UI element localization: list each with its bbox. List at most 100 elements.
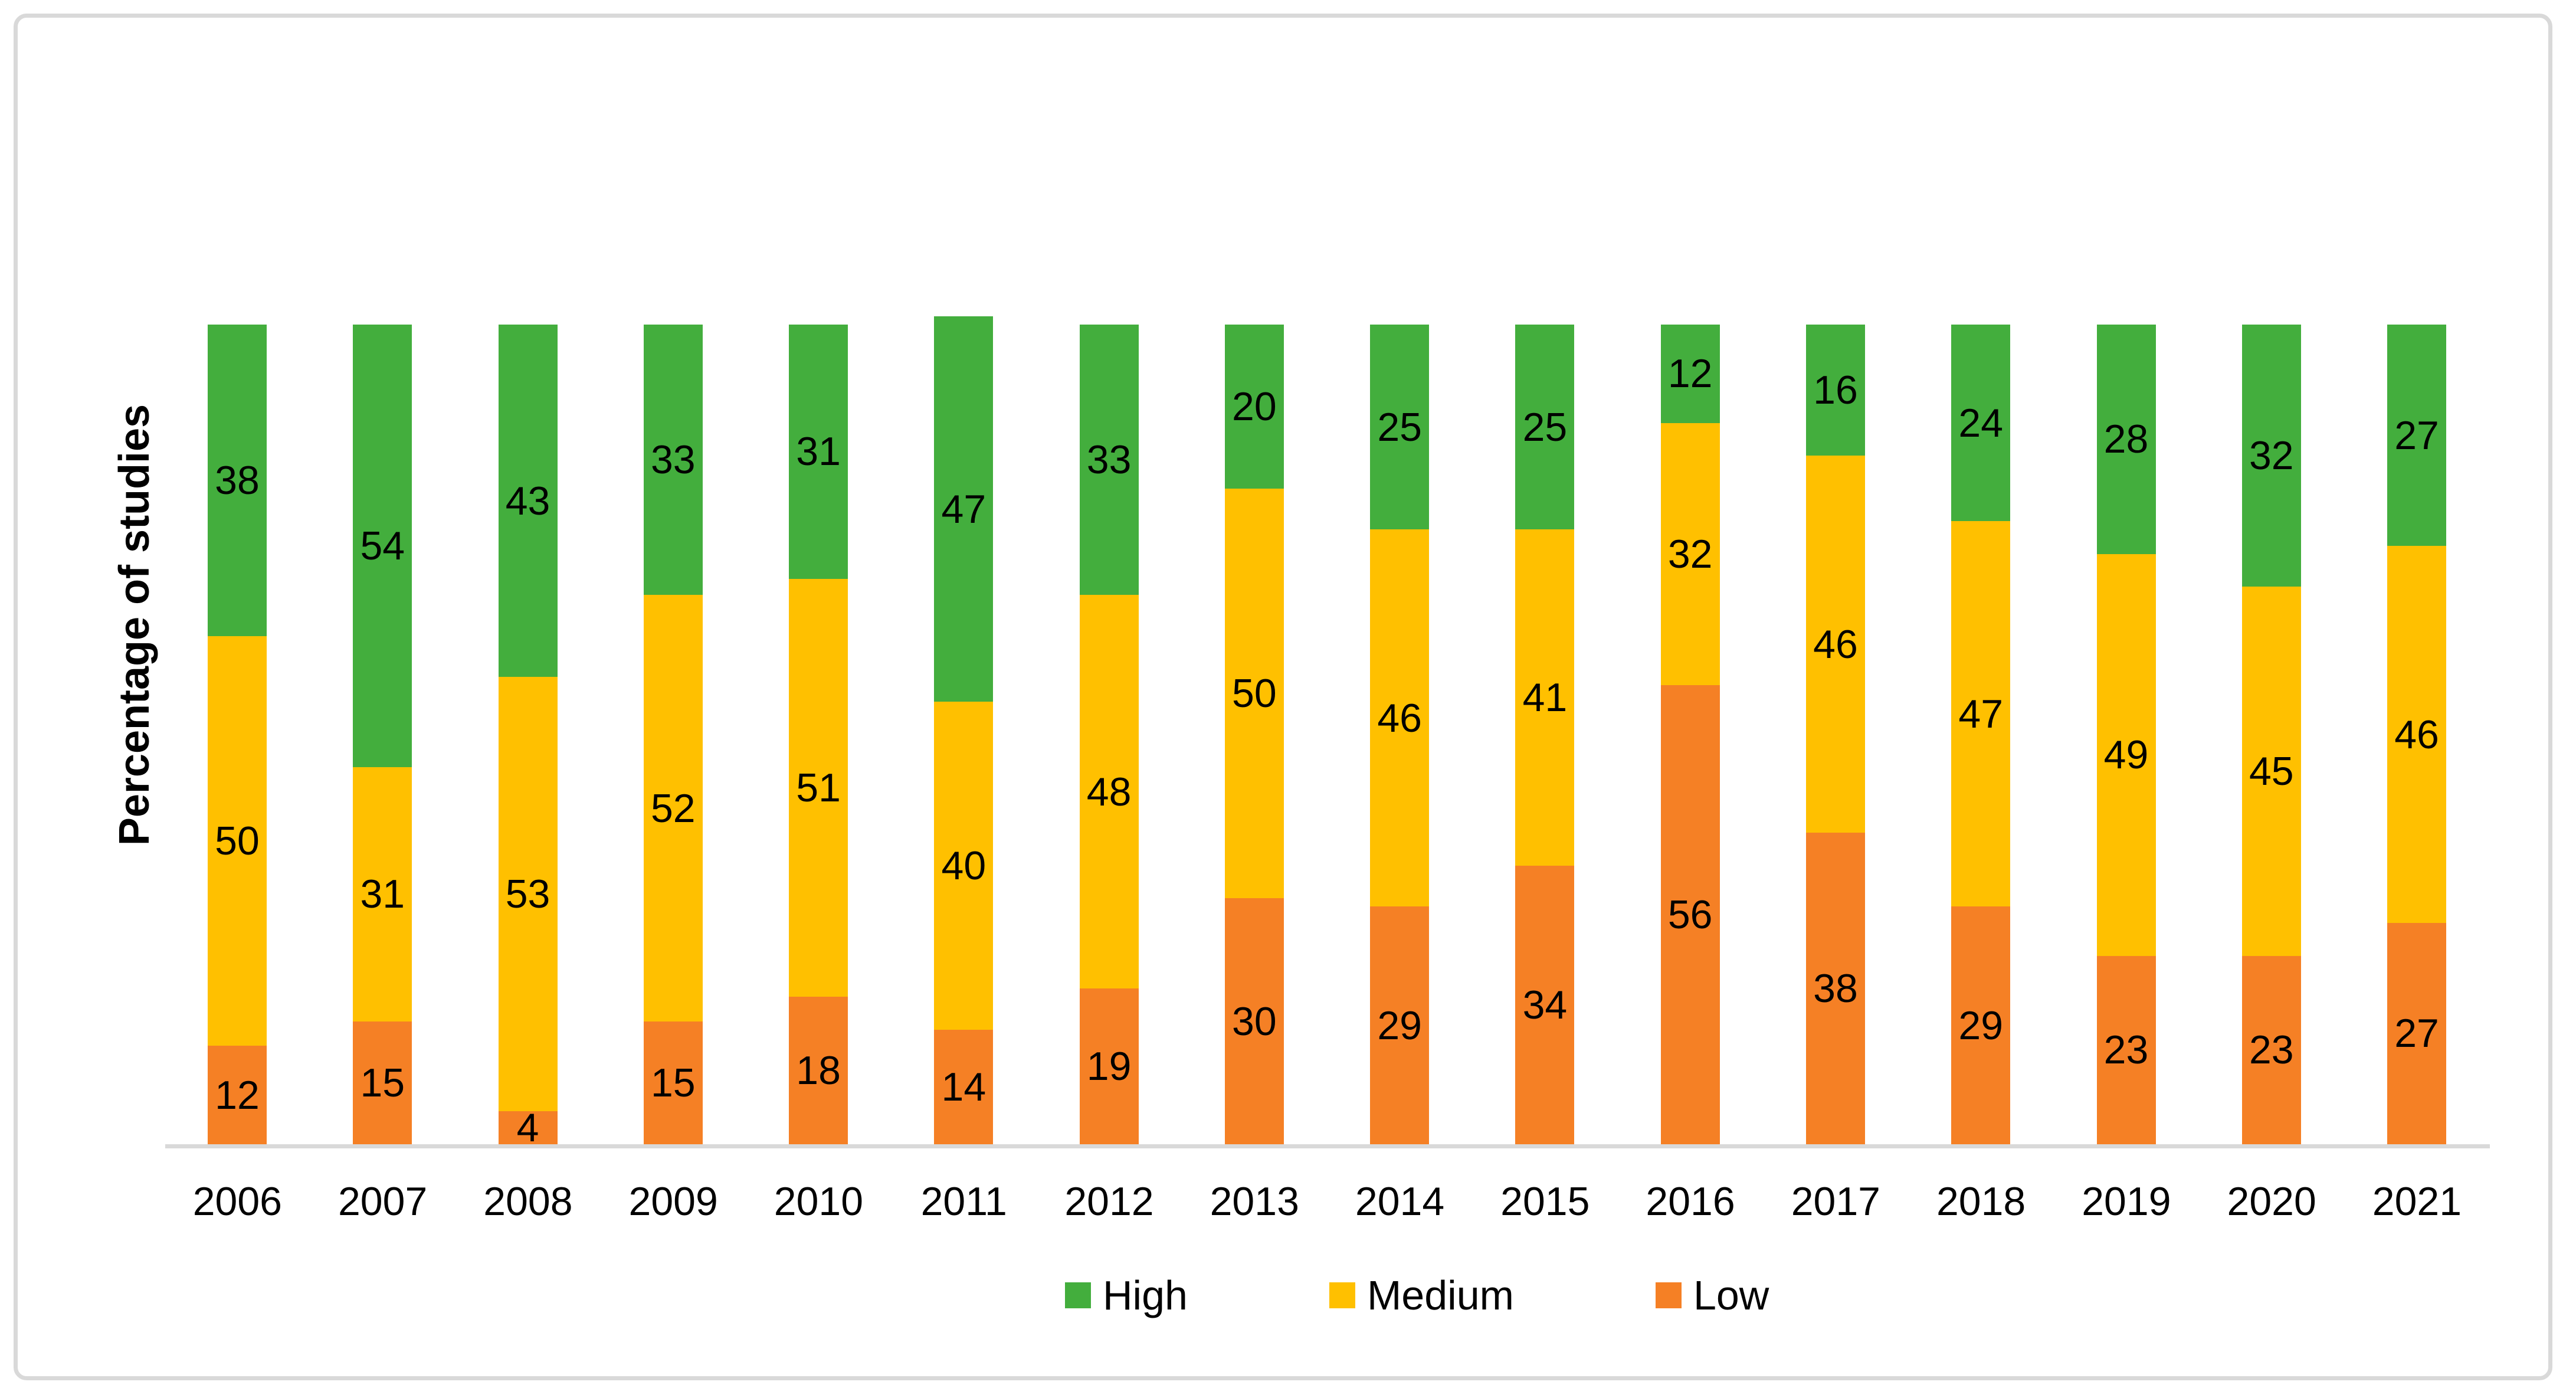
data-label-medium-2011: 40 — [941, 843, 987, 888]
legend-item-high: High — [1065, 1275, 1188, 1316]
x-axis-label-2015: 2015 — [1500, 1179, 1590, 1224]
bar-2007: 15 31 54 — [353, 325, 412, 1144]
data-label-high-2008: 43 — [505, 478, 550, 523]
bar-segment-high-2012: 33 — [1079, 325, 1139, 595]
bar-segment-high-2019: 28 — [2096, 325, 2156, 554]
bar-2014: 29 46 25 — [1370, 325, 1430, 1144]
bar-segment-medium-2017: 46 — [1805, 456, 1865, 833]
bar-segment-medium-2007: 31 — [353, 767, 412, 1022]
data-label-high-2010: 31 — [796, 429, 841, 474]
data-label-medium-2009: 52 — [650, 785, 696, 831]
bar-2008: 4 53 43 — [498, 325, 558, 1148]
bar-segment-high-2009: 33 — [643, 325, 703, 595]
bar-segment-low-2020: 23 — [2241, 955, 2301, 1144]
x-axis-label-2011: 2011 — [920, 1179, 1007, 1224]
x-axis-label-2019: 2019 — [2082, 1179, 2171, 1224]
data-label-medium-2008: 53 — [505, 872, 550, 917]
data-label-medium-2012: 48 — [1086, 769, 1132, 814]
bar-segment-low-2017: 38 — [1805, 833, 1865, 1144]
bar-segment-medium-2013: 50 — [1224, 488, 1284, 899]
x-axis-label-2008: 2008 — [483, 1179, 573, 1224]
bar-segment-medium-2014: 46 — [1370, 529, 1430, 907]
x-axis-label-2009: 2009 — [628, 1179, 718, 1224]
bar-segment-low-2011: 14 — [934, 1029, 994, 1144]
data-label-medium-2016: 32 — [1667, 531, 1713, 577]
data-label-low-2017: 38 — [1813, 966, 1858, 1011]
x-axis-label-2016: 2016 — [1646, 1179, 1735, 1224]
bar-segment-low-2010: 18 — [789, 996, 848, 1144]
data-label-medium-2010: 51 — [796, 765, 841, 810]
bar-segment-low-2018: 29 — [1951, 906, 2011, 1144]
x-axis-label-2014: 2014 — [1355, 1179, 1445, 1224]
bar-2012: 19 48 33 — [1079, 325, 1139, 1144]
bar-segment-low-2014: 29 — [1370, 906, 1430, 1144]
data-label-low-2013: 30 — [1232, 998, 1277, 1044]
data-label-high-2014: 25 — [1377, 404, 1422, 450]
data-label-high-2015: 25 — [1522, 404, 1568, 450]
bar-2015: 34 41 25 — [1515, 325, 1575, 1144]
bar-segment-medium-2015: 41 — [1515, 529, 1575, 866]
bar-segment-low-2015: 34 — [1515, 865, 1575, 1144]
bar-segment-medium-2008: 53 — [498, 677, 558, 1112]
x-axis-label-2010: 2010 — [774, 1179, 864, 1224]
bar-segment-medium-2009: 52 — [643, 595, 703, 1022]
data-label-medium-2018: 47 — [1958, 691, 2004, 736]
bar-segment-high-2021: 27 — [2387, 325, 2447, 546]
bar-segment-high-2018: 24 — [1951, 325, 2011, 522]
x-axis-label-2013: 2013 — [1210, 1179, 1299, 1224]
chart-border-frame — [14, 14, 2552, 1380]
x-axis-label-2018: 2018 — [1936, 1179, 2026, 1224]
bar-segment-high-2016: 12 — [1660, 325, 1720, 423]
data-label-high-2018: 24 — [1958, 400, 2004, 446]
bar-segment-low-2021: 27 — [2387, 922, 2447, 1144]
bar-segment-medium-2010: 51 — [789, 578, 848, 997]
bar-segment-high-2006: 38 — [208, 325, 267, 636]
data-label-low-2007: 15 — [360, 1060, 405, 1105]
data-label-low-2012: 19 — [1086, 1044, 1132, 1089]
bar-segment-medium-2020: 45 — [2241, 587, 2301, 956]
data-label-low-2010: 18 — [796, 1047, 841, 1093]
y-axis-title: Percentage of studies — [111, 404, 158, 846]
bar-2010: 18 51 31 — [789, 325, 848, 1144]
data-label-medium-2006: 50 — [215, 818, 260, 864]
bar-segment-low-2016: 56 — [1660, 685, 1720, 1144]
bar-segment-high-2013: 20 — [1224, 325, 1284, 489]
bar-2020: 23 45 32 — [2241, 325, 2301, 1144]
data-label-low-2014: 29 — [1377, 1003, 1422, 1048]
data-label-low-2006: 12 — [215, 1072, 260, 1118]
legend-label-high: High — [1103, 1272, 1188, 1318]
x-axis-line — [165, 1144, 2490, 1148]
data-label-medium-2014: 46 — [1377, 695, 1422, 741]
bar-segment-high-2008: 43 — [498, 325, 558, 677]
data-label-medium-2015: 41 — [1522, 675, 1568, 720]
bar-segment-high-2015: 25 — [1515, 325, 1575, 530]
bar-segment-high-2011: 47 — [934, 316, 994, 702]
data-label-medium-2020: 45 — [2249, 749, 2294, 794]
bar-2009: 15 52 33 — [643, 325, 703, 1144]
data-label-low-2020: 23 — [2249, 1027, 2294, 1073]
data-label-low-2011: 14 — [941, 1064, 987, 1109]
bar-segment-medium-2019: 49 — [2096, 554, 2156, 956]
bar-segment-high-2014: 25 — [1370, 325, 1430, 530]
bar-segment-low-2008: 4 — [498, 1108, 558, 1148]
bar-segment-medium-2011: 40 — [934, 701, 994, 1030]
data-label-high-2012: 33 — [1086, 437, 1132, 483]
data-label-low-2021: 27 — [2394, 1011, 2439, 1056]
data-label-low-2008: 4 — [516, 1105, 539, 1151]
data-label-high-2017: 16 — [1813, 368, 1858, 413]
data-label-high-2013: 20 — [1232, 384, 1277, 429]
bar-2016: 56 32 12 — [1660, 325, 1720, 1144]
bar-2011: 14 40 47 — [934, 316, 994, 1144]
bar-segment-high-2017: 16 — [1805, 325, 1865, 456]
legend-swatch-low — [1655, 1282, 1682, 1308]
legend-swatch-high — [1065, 1282, 1091, 1308]
bar-segment-low-2012: 19 — [1079, 988, 1139, 1144]
data-label-high-2021: 27 — [2394, 412, 2439, 458]
bar-segment-medium-2012: 48 — [1079, 595, 1139, 989]
bar-2006: 12 50 38 — [208, 325, 267, 1144]
data-label-high-2009: 33 — [650, 437, 696, 483]
bar-segment-low-2019: 23 — [2096, 955, 2156, 1144]
data-label-high-2016: 12 — [1667, 351, 1713, 397]
data-label-low-2019: 23 — [2103, 1027, 2149, 1073]
